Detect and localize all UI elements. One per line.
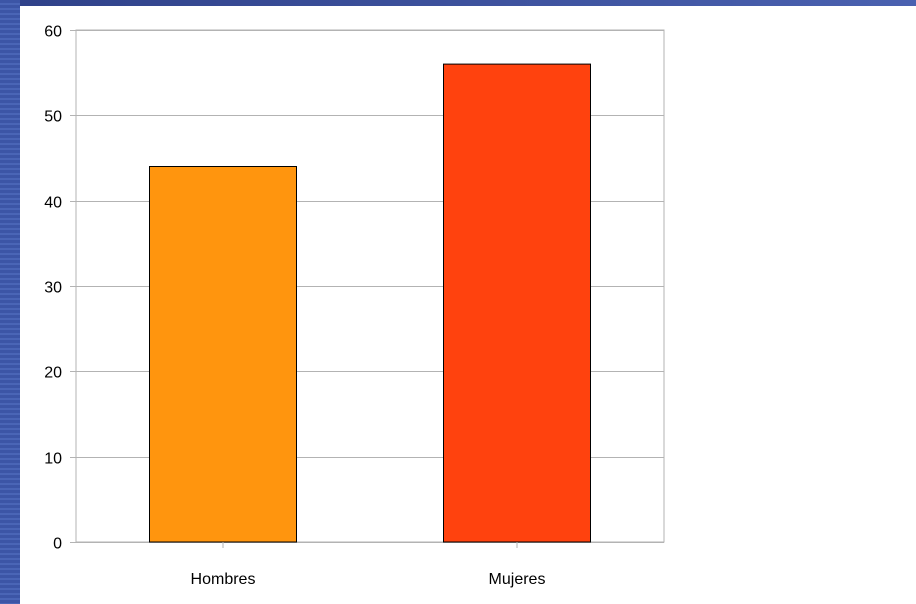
bar-mujeres xyxy=(443,63,591,543)
x-tick-label-mujeres: Mujeres xyxy=(489,571,546,588)
x-tick-label-hombres: Hombres xyxy=(191,571,256,588)
plot-area-frame xyxy=(75,29,665,543)
slide-left-band xyxy=(0,0,20,604)
y-tick-label-40: 40 xyxy=(44,195,62,212)
bars xyxy=(149,63,591,543)
y-tick-label-60: 60 xyxy=(44,24,62,41)
x-axis-ticks: Hombres Mujeres xyxy=(191,542,546,588)
slide-top-band xyxy=(0,0,916,6)
y-tick-label-50: 50 xyxy=(44,109,62,126)
y-tick-label-20: 20 xyxy=(44,365,62,382)
bar-hombres xyxy=(149,166,297,543)
y-tick-label-10: 10 xyxy=(44,451,62,468)
y-axis-ticks: 0 10 20 30 40 50 60 xyxy=(44,24,62,553)
y-tick-label-0: 0 xyxy=(53,536,62,553)
y-tick-label-30: 30 xyxy=(44,280,62,297)
